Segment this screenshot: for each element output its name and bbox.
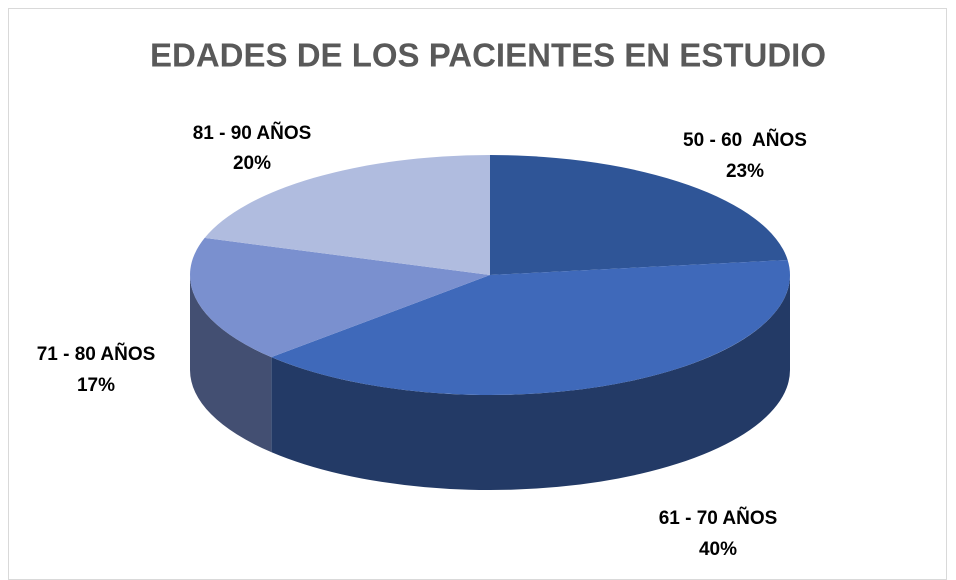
slice-label: 50 - 60 AÑOS <box>683 129 807 151</box>
slice <box>190 237 490 358</box>
slice-value-label: 17% <box>77 375 115 396</box>
slice <box>490 155 788 275</box>
slice-value-label: 40% <box>699 539 737 560</box>
slice-side <box>190 275 272 453</box>
slice <box>204 155 490 275</box>
slice-label: 71 - 80 AÑOS <box>37 343 156 365</box>
slice-value-label: 20% <box>233 153 271 174</box>
slice-value-label: 23% <box>726 161 764 182</box>
slice-label: 61 - 70 AÑOS <box>659 507 778 529</box>
slice <box>271 259 790 395</box>
slice-side <box>271 275 790 491</box>
slice-label: 81 - 90 AÑOS <box>193 122 312 144</box>
chart-title: EDADES DE LOS PACIENTES EN ESTUDIO <box>150 37 826 74</box>
